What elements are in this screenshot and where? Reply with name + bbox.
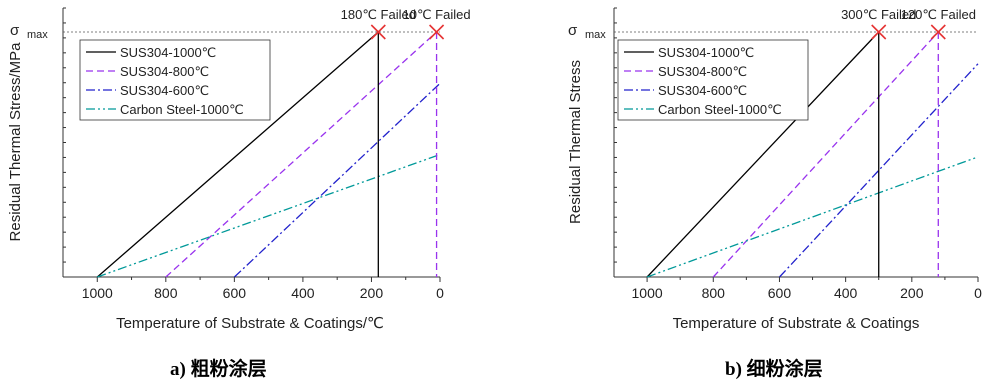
chart-a-sigma-max-label: σ [10, 22, 20, 39]
chart-a-series-line-1 [165, 31, 438, 278]
chart-a-x-tick-label: 400 [291, 285, 315, 301]
chart-a-legend-entry: Carbon Steel-1000℃ [120, 102, 244, 117]
chart-a-x-tick-label: 800 [154, 285, 178, 301]
chart-panel-a: 1000 800 600 400 200 0 σ max 180℃ Failed 10℃ Fail… [0, 0, 500, 385]
chart-b-series-line-1 [712, 31, 939, 278]
chart-a-failure-x-marker [429, 24, 445, 40]
chart-b-sigma-max-sub: max [585, 29, 606, 41]
chart-a-y-axis-title: Residual Thermal Stress/MPa [7, 42, 24, 242]
chart-panel-b: 1000 800 600 400 200 0 σ max 300℃ Failed 120℃ Fai… [500, 0, 1002, 385]
chart-a-legend-entry: SUS304-800℃ [120, 64, 209, 79]
chart-b-x-tick-label: 400 [834, 285, 858, 301]
chart-a-series-line-3 [97, 153, 441, 278]
chart-a-caption: a) 粗粉涂层 [170, 359, 267, 380]
chart-a-failure-label: 180℃ Failed [341, 7, 416, 22]
chart-a-x-tick-label: 1000 [82, 285, 113, 301]
chart-a-x-tick-label: 0 [436, 285, 444, 301]
chart-b-x-axis-title: Temperature of Substrate & Coatings [673, 315, 920, 332]
chart-a-x-tick-label: 600 [223, 285, 247, 301]
chart-b-x-tick-label: 600 [768, 285, 792, 301]
chart-a-x-axis-title: Temperature of Substrate & Coatings/℃ [116, 315, 384, 332]
chart-a-failure-label: 10℃ Failed [403, 7, 471, 22]
chart-b-caption: b) 细粉涂层 [725, 359, 823, 380]
chart-b-legend-entry: SUS304-600℃ [658, 83, 747, 98]
chart-b-legend-entry: Carbon Steel-1000℃ [658, 102, 782, 117]
chart-b-failure-x-marker [930, 24, 946, 40]
chart-a-legend-box [79, 39, 271, 121]
chart-b-legend-entry: SUS304-1000℃ [658, 45, 754, 60]
chart-b-sigma-max-label: σ [568, 22, 578, 39]
chart-b-x-tick-label: 0 [974, 285, 982, 301]
chart-a-series-line-0 [96, 31, 379, 278]
chart-b-series-line-3 [646, 156, 979, 278]
chart-b-x-tick-label: 200 [900, 285, 924, 301]
chart-b-failure-label: 300℃ Failed [841, 7, 916, 22]
chart-b-y-axis-title: Residual Thermal Stress [567, 60, 584, 224]
chart-a-legend-entry: SUS304-600℃ [120, 83, 209, 98]
chart-a-series-line-2 [233, 82, 441, 278]
chart-a-failure-x-marker [370, 24, 386, 40]
chart-a-sigma-max-sub: max [27, 29, 48, 41]
chart-b-legend-entry: SUS304-800℃ [658, 64, 747, 79]
chart-b-series-line-0 [646, 31, 880, 278]
chart-b-x-tick-label: 800 [702, 285, 726, 301]
chart-a-x-tick-label: 200 [360, 285, 384, 301]
chart-b-failure-x-marker [871, 24, 887, 40]
chart-b-series-line-2 [779, 63, 979, 278]
chart-b-failure-label: 120℃ Failed [901, 7, 976, 22]
chart-a-legend-entry: SUS304-1000℃ [120, 45, 216, 60]
chart-b-x-tick-label: 1000 [632, 285, 663, 301]
chart-b-legend-box [617, 39, 809, 121]
